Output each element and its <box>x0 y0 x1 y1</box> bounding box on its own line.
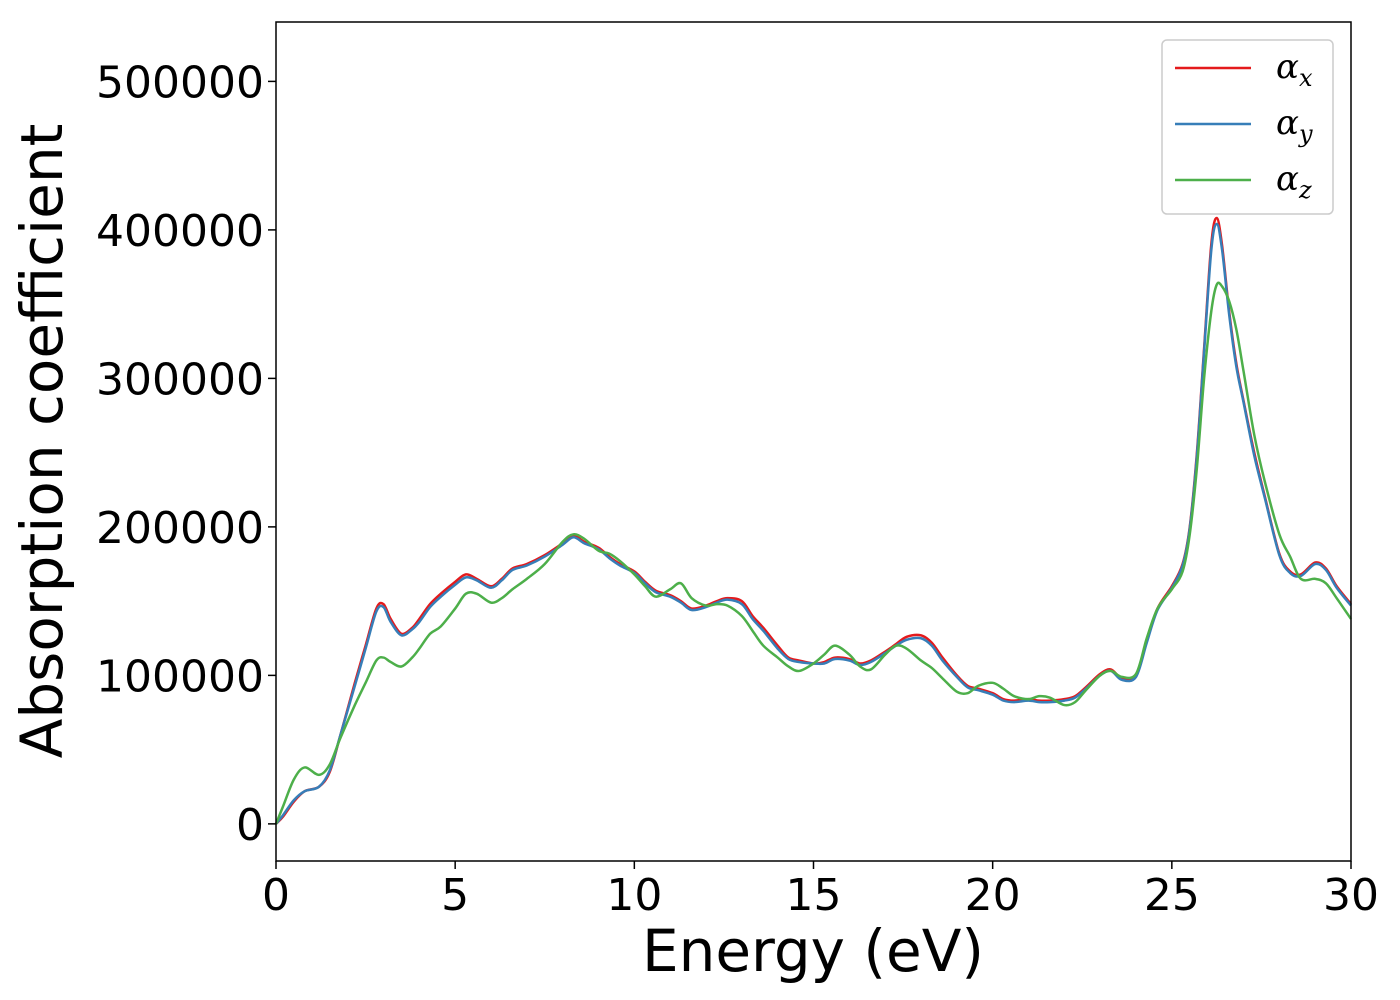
y-axis-ticks: 0 100000 200000 300000 400000 500000 <box>96 57 276 851</box>
x-tick-label: 30 <box>1323 870 1379 921</box>
legend-box <box>1161 39 1334 215</box>
x-axis-label: Energy (eV) <box>642 917 984 985</box>
x-axis-ticks: 0 5 10 15 20 25 30 <box>262 861 1379 921</box>
series-line-3 <box>274 281 1353 825</box>
x-tick-label: 0 <box>262 870 290 921</box>
series-line-2 <box>275 222 1352 825</box>
x-tick-label: 10 <box>606 870 662 921</box>
y-tick-label: 100000 <box>96 651 264 702</box>
y-tick-label: 400000 <box>96 206 264 257</box>
y-tick-label: 500000 <box>96 57 264 108</box>
series-layer <box>274 216 1353 825</box>
y-axis-label: Absorption coefficient <box>8 124 76 759</box>
x-tick-label: 15 <box>786 870 842 921</box>
x-tick-label: 25 <box>1144 870 1200 921</box>
y-tick-label: 200000 <box>96 503 264 554</box>
y-tick-label: 0 <box>236 800 264 851</box>
x-tick-label: 5 <box>441 870 469 921</box>
x-tick-label: 20 <box>965 870 1021 921</box>
y-tick-label: 300000 <box>96 354 264 405</box>
